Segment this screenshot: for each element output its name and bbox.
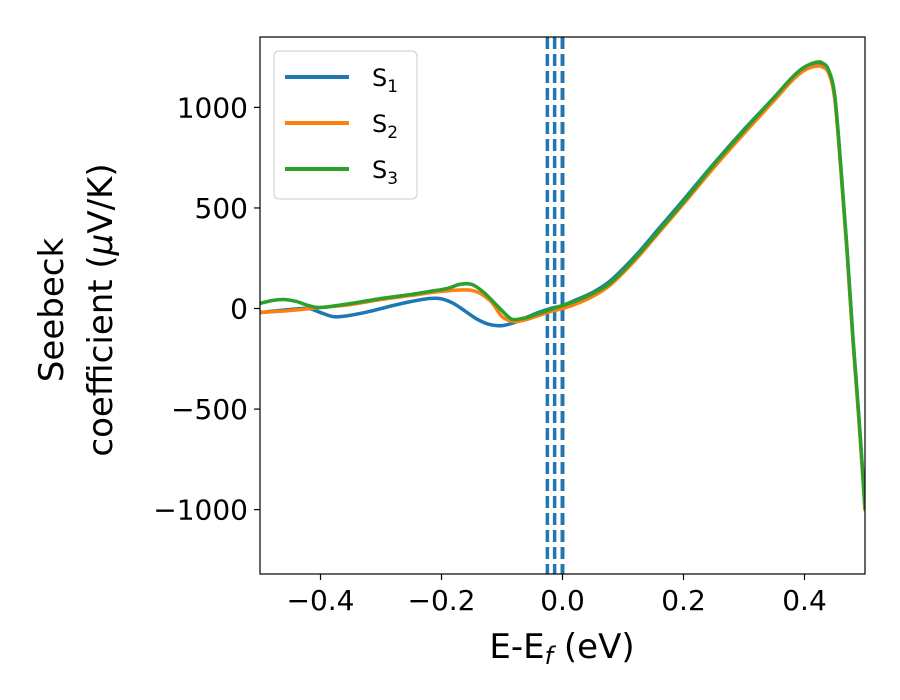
legend-label-s3: S3 <box>372 156 398 189</box>
y-axis-title-line-2: coefficient (μV/K) <box>81 163 121 456</box>
x-tick-label: 0.0 <box>540 584 585 617</box>
y-axis-ticks: −1000 −500 0 500 1000 <box>153 91 260 527</box>
x-axis-title: E-Ef (eV) <box>489 627 634 670</box>
y-axis-title-line-1: Seebeck <box>32 238 72 383</box>
legend: S1 S2 S3 <box>273 50 418 200</box>
y-tick-label: −1000 <box>153 494 248 527</box>
y-tick-label: 500 <box>195 192 248 225</box>
x-axis-ticks: −0.4 −0.2 0.0 0.2 0.4 <box>287 574 827 617</box>
y-tick-label: 0 <box>230 293 248 326</box>
series-line-s3 <box>260 60 865 510</box>
vertical-reference-lines <box>545 37 565 574</box>
legend-label-s2: S2 <box>372 110 398 143</box>
x-tick-label: 0.4 <box>782 584 827 617</box>
x-tick-label: −0.4 <box>287 584 355 617</box>
legend-label-s1: S1 <box>372 64 398 97</box>
x-tick-label: −0.2 <box>408 584 476 617</box>
y-axis-title: Seebeck coefficient (μV/K) <box>32 163 121 456</box>
x-tick-label: 0.2 <box>661 584 706 617</box>
y-tick-label: 1000 <box>177 91 248 124</box>
series-layer <box>260 60 865 512</box>
y-tick-label: −500 <box>171 393 248 426</box>
